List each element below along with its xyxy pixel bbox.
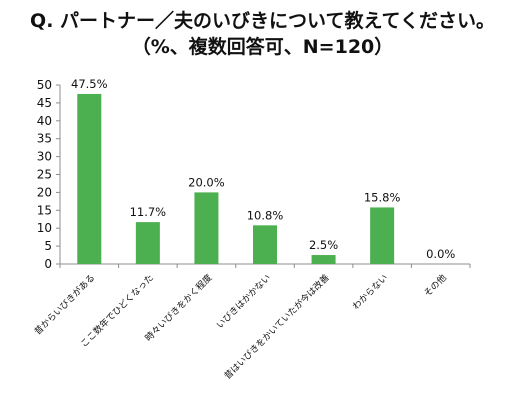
bars-group [77, 93, 395, 264]
y-tick-label: 25 [37, 168, 52, 182]
y-tick-label: 45 [37, 96, 52, 110]
y-tick-label: 30 [37, 150, 52, 164]
data-label: 2.5% [309, 238, 338, 252]
bar [135, 222, 160, 264]
y-tick-label: 35 [37, 132, 52, 146]
y-tick-label: 10 [37, 221, 52, 235]
y-tick-label: 0 [44, 257, 52, 271]
y-tick-label: 50 [37, 78, 52, 92]
category-label: 昔からいびきがある [32, 272, 98, 338]
data-label: 47.5% [71, 77, 108, 91]
category-label: いびきはかかない [214, 272, 273, 331]
data-label: 15.8% [364, 190, 401, 204]
chart-title: Q. パートナー／夫のいびきについて教えてください。 [30, 10, 495, 32]
y-tick-label: 40 [37, 114, 52, 128]
y-tick-label: 20 [37, 185, 52, 199]
y-tick-label: 5 [44, 239, 52, 253]
chart-axes: 0 5 10 15 20 25 30 35 40 45 50 [37, 78, 471, 271]
chart-subtitle: （%、複数回答可、N=120） [131, 36, 394, 58]
category-label: わからない [351, 272, 391, 312]
bar [194, 192, 219, 264]
bar [311, 255, 336, 264]
category-label: 昔はいびきをかいていたが今は改善 [222, 272, 332, 382]
y-tick-label: 15 [37, 203, 52, 217]
data-label: 0.0% [426, 247, 455, 261]
bar [370, 207, 395, 264]
data-label: 11.7% [130, 205, 167, 219]
data-label: 10.8% [247, 208, 284, 222]
data-label: 20.0% [188, 175, 225, 189]
bar [253, 225, 277, 264]
bar [77, 93, 102, 264]
data-labels-group: 47.5% 11.7% 20.0% 10.8% 2.5% 15.8% 0.0% [71, 77, 455, 261]
category-label: その他 [421, 272, 449, 300]
